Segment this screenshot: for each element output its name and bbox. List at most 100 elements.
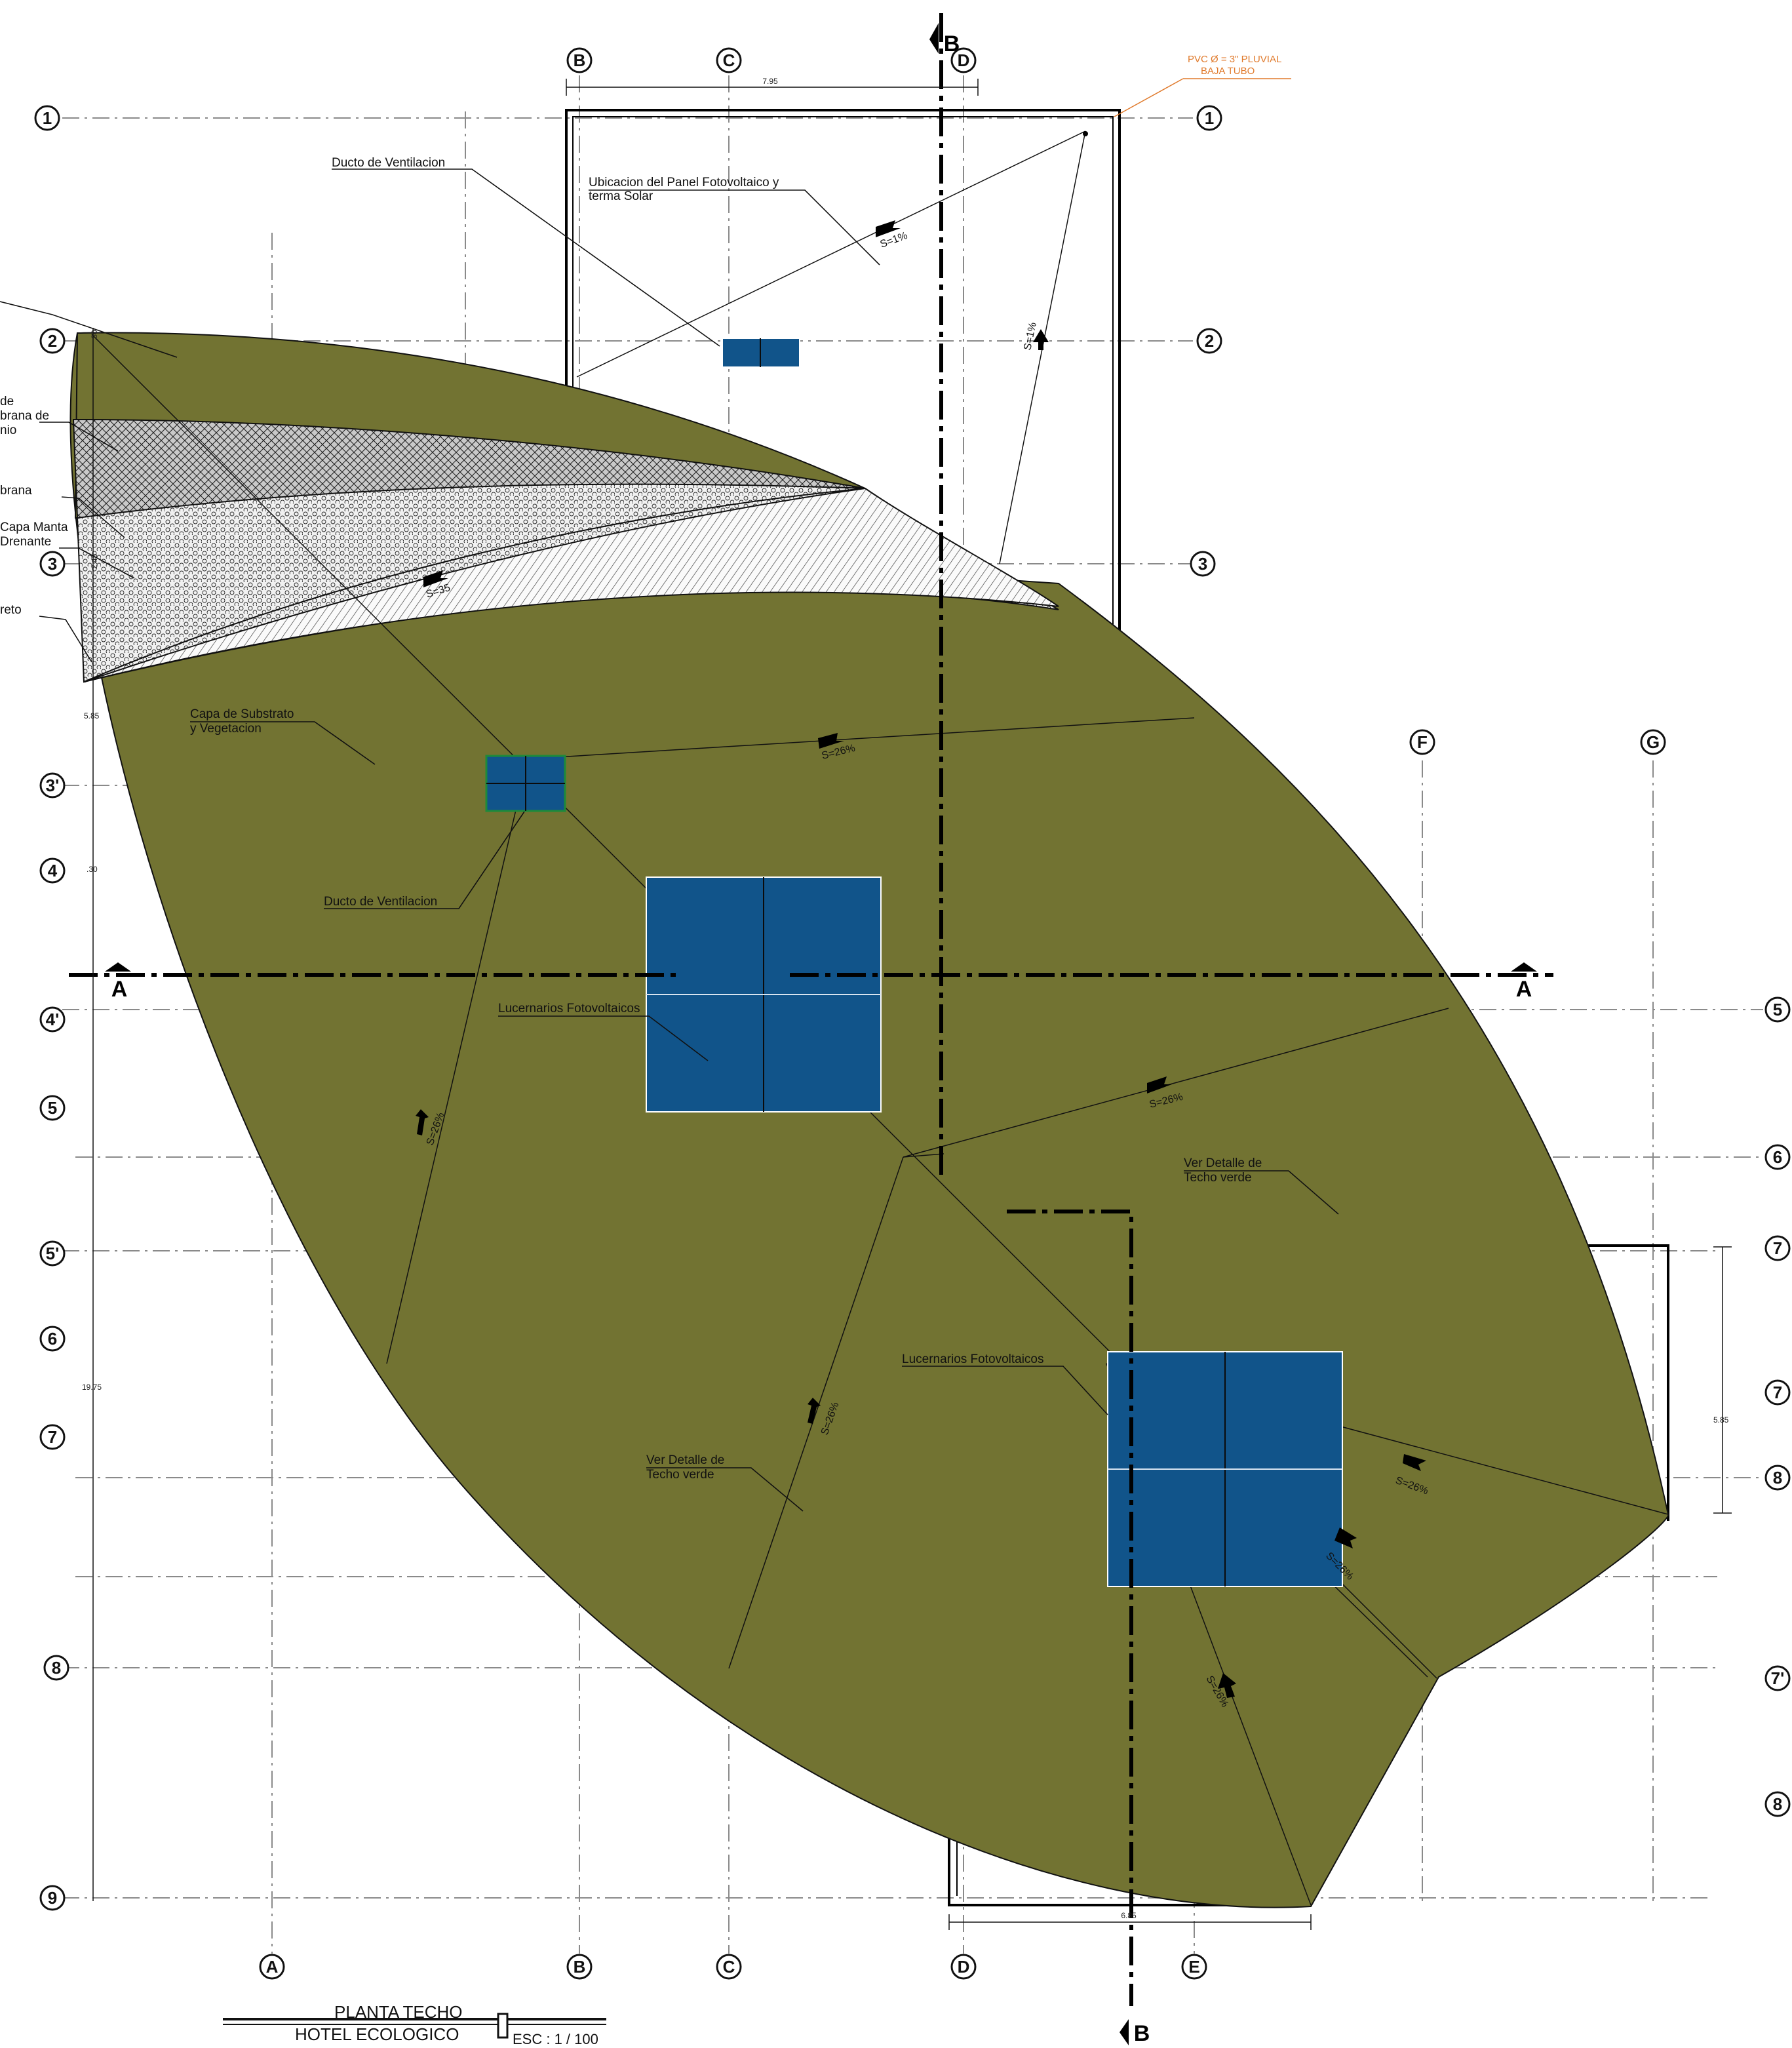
svg-text:8: 8 <box>52 1658 61 1678</box>
svg-text:C: C <box>723 50 735 70</box>
pv-panel-small <box>722 338 800 368</box>
grid-bubble-left-1: 1 <box>34 105 60 131</box>
svg-text:7': 7' <box>1771 1668 1785 1688</box>
section-a-label-right: A <box>1516 977 1532 1002</box>
ventilation-duct-note-mid: Ducto de Ventilacion <box>324 895 437 909</box>
detail-note-2-line2: Techo verde <box>646 1468 714 1482</box>
dim-top-width: 7.95 <box>762 77 778 86</box>
slope-label: S=1% <box>1022 321 1039 351</box>
svg-text:5: 5 <box>48 1098 57 1118</box>
grid-bubble-right-5: 5 <box>1764 996 1791 1023</box>
svg-text:B: B <box>574 50 586 70</box>
dim-left-total: 19.75 <box>82 1383 102 1392</box>
grid-bubble-g: G <box>1640 729 1666 755</box>
grid-bubble-left-5p: 5' <box>39 1240 66 1267</box>
pv-skylight-1 <box>646 876 882 1113</box>
grid-bubble-top-c: C <box>716 47 742 73</box>
green-roof-layer-cutaway <box>72 332 1059 683</box>
slope-arrows <box>416 220 1426 1698</box>
grid-bubble-left-7: 7 <box>39 1424 66 1450</box>
section-b-label-bottom: B <box>1134 2021 1150 2046</box>
svg-text:6: 6 <box>48 1329 57 1349</box>
svg-text:D: D <box>958 1957 970 1977</box>
svg-text:7: 7 <box>48 1427 57 1447</box>
section-cut-a: A A <box>69 962 1553 1002</box>
grid-bubble-right-3: 3 <box>1190 551 1216 577</box>
svg-text:7: 7 <box>1773 1383 1782 1402</box>
svg-text:D: D <box>958 50 970 70</box>
layer-label-fragment: reto <box>0 603 22 617</box>
grid-bubble-left-4: 4 <box>39 857 66 884</box>
grid-bubble-bottom-e: E <box>1181 1954 1207 1980</box>
layer-label-fragment: nio <box>0 423 16 437</box>
grid-bubble-right-7p: 7' <box>1764 1665 1791 1691</box>
grid-bubbles: B C D A B C D E F G 1 2 3 3' 4 4' 5 5' 6… <box>34 47 1791 1980</box>
svg-text:A: A <box>266 1957 279 1977</box>
grid-bubble-top-b: B <box>566 47 593 73</box>
grid-bubble-left-6: 6 <box>39 1326 66 1352</box>
svg-text:F: F <box>1417 732 1428 752</box>
grid-bubble-left-9: 9 <box>39 1885 66 1911</box>
svg-text:6: 6 <box>1773 1147 1782 1167</box>
svg-text:2: 2 <box>1205 331 1214 351</box>
title-block: PLANTA TECHO HOTEL ECOLOGICO ESC : 1 / 1… <box>223 2002 606 2047</box>
dim-right-total: 5.85 <box>1713 1415 1729 1425</box>
svg-text:3': 3' <box>46 776 60 795</box>
pvc-drain-note-line1: PVC Ø = 3" PLUVIAL <box>1188 54 1281 65</box>
grid-bubble-bottom-b: B <box>566 1954 593 1980</box>
dim-left-c: 2.45 <box>90 553 99 569</box>
svg-text:C: C <box>723 1957 735 1977</box>
grid-bubble-top-d: D <box>950 47 977 73</box>
skylights-note-2: Lucernarios Fotovoltaicos <box>902 1352 1044 1366</box>
pvc-drain-note-line2: BAJA TUBO <box>1201 66 1255 77</box>
grid-bubble-bottom-c: C <box>716 1954 742 1980</box>
grid-bubble-bottom-d: D <box>950 1954 977 1980</box>
ventilation-duct-note-top: Ducto de Ventilacion <box>332 156 445 170</box>
skylights-note-1: Lucernarios Fotovoltaicos <box>498 1002 640 1015</box>
grid-bubble-right-7b: 7 <box>1764 1379 1791 1406</box>
grid-bubble-right-6: 6 <box>1764 1144 1791 1170</box>
svg-text:5': 5' <box>46 1244 60 1263</box>
svg-text:2: 2 <box>48 331 57 351</box>
layer-label-fragment: de <box>0 395 14 408</box>
svg-text:G: G <box>1646 732 1660 752</box>
layer-label-fragment: Drenante <box>0 535 51 549</box>
svg-text:3: 3 <box>1198 554 1207 574</box>
svg-text:8: 8 <box>1773 1468 1782 1487</box>
dim-bottom-width: 6.85 <box>1121 1911 1137 1920</box>
pv-skylight-2 <box>1107 1351 1343 1587</box>
svg-text:4': 4' <box>46 1010 60 1029</box>
svg-text:B: B <box>574 1957 586 1977</box>
grid-bubble-right-7a: 7 <box>1764 1235 1791 1261</box>
detail-note-1-line2: Techo verde <box>1184 1171 1252 1185</box>
grid-bubble-right-1: 1 <box>1196 105 1222 131</box>
svg-text:1: 1 <box>1205 108 1214 128</box>
grid-bubble-right-8a: 8 <box>1764 1465 1791 1491</box>
drawing-title-line1: PLANTA TECHO <box>334 2002 463 2022</box>
grid-bubble-right-8b: 8 <box>1764 1791 1791 1817</box>
grid-bubble-right-2: 2 <box>1196 328 1222 354</box>
grid-bubble-left-4p: 4' <box>39 1006 66 1033</box>
svg-text:1: 1 <box>43 108 52 128</box>
grid-bubble-bottom-a: A <box>259 1954 285 1980</box>
ventilation-duct-box <box>485 755 566 812</box>
svg-text:7: 7 <box>1773 1238 1782 1258</box>
svg-text:9: 9 <box>48 1888 57 1908</box>
dimensions: 7.95 6.85 19.75 5.85 .30 2.45 .30 5.85 <box>82 77 1732 1930</box>
layer-label-fragment: brana de <box>0 409 49 423</box>
grid-bubble-left-3p: 3' <box>39 772 66 798</box>
detail-note-1-line1: Ver Detalle de <box>1184 1156 1262 1170</box>
layer-label-fragment: brana <box>0 484 32 498</box>
svg-text:4: 4 <box>48 861 58 880</box>
grid-bubble-left-5: 5 <box>39 1095 66 1121</box>
grid-bubble-left-3: 3 <box>39 551 66 577</box>
grid-bubble-left-2: 2 <box>39 328 66 354</box>
detail-note-2-line1: Ver Detalle de <box>646 1453 724 1467</box>
pv-panel-note-line2: terma Solar <box>589 189 653 203</box>
drawing-title-line2: HOTEL ECOLOGICO <box>295 2024 459 2044</box>
section-a-label-left: A <box>111 977 128 1002</box>
svg-text:8: 8 <box>1773 1794 1782 1814</box>
grid-bubble-f: F <box>1409 729 1435 755</box>
grid-bubble-left-8: 8 <box>43 1655 69 1681</box>
